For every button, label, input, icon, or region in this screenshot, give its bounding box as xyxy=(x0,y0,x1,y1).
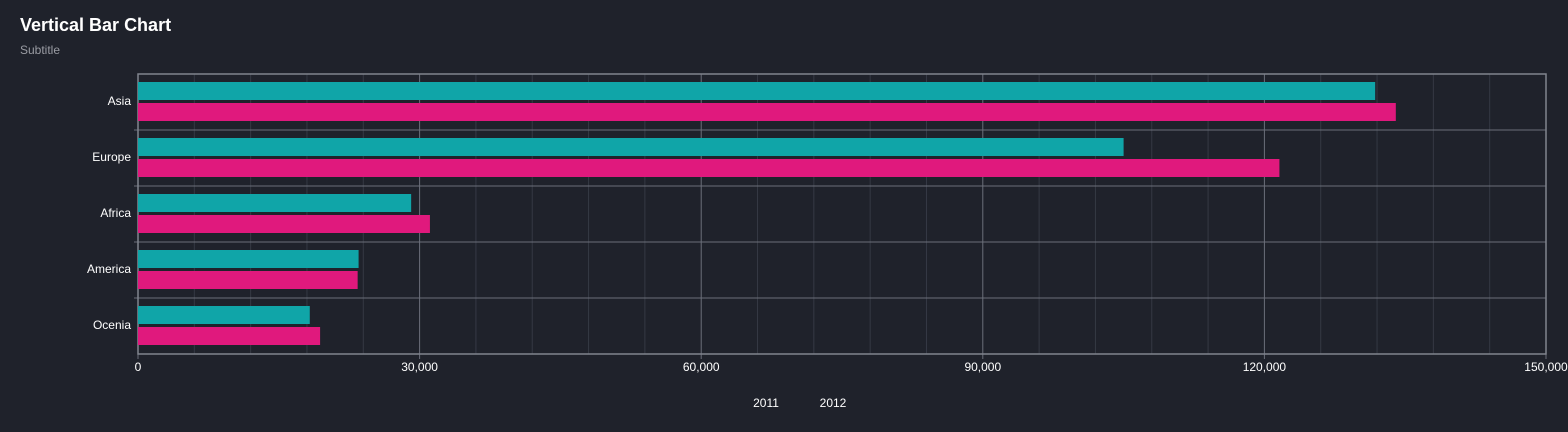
bar xyxy=(138,215,430,233)
plot-border xyxy=(137,73,1547,355)
x-tick-label: 0 xyxy=(135,360,142,374)
y-tick-label: America xyxy=(87,262,131,276)
bar xyxy=(138,250,359,268)
bar xyxy=(138,194,412,212)
y-tick-label: Asia xyxy=(108,94,132,108)
y-tick-label: Ocenia xyxy=(93,318,131,332)
bar xyxy=(138,138,1124,156)
x-tick-label: 60,000 xyxy=(683,360,720,374)
y-tick-label: Africa xyxy=(100,206,131,220)
x-tick-label: 150,000 xyxy=(1524,360,1568,374)
chart-subtitle: Subtitle xyxy=(20,43,60,57)
bar xyxy=(138,82,1376,100)
legend-label[interactable]: 2011 xyxy=(753,396,779,410)
bar xyxy=(138,159,1280,177)
bar xyxy=(138,327,321,345)
x-tick-label: 30,000 xyxy=(401,360,438,374)
bar xyxy=(138,271,358,289)
legend-label[interactable]: 2012 xyxy=(820,396,847,410)
x-tick-label: 90,000 xyxy=(964,360,1001,374)
x-tick-label: 120,000 xyxy=(1243,360,1287,374)
chart-title: Vertical Bar Chart xyxy=(20,15,171,35)
bar xyxy=(138,103,1396,121)
bar xyxy=(138,306,310,324)
y-tick-label: Europe xyxy=(92,150,131,164)
